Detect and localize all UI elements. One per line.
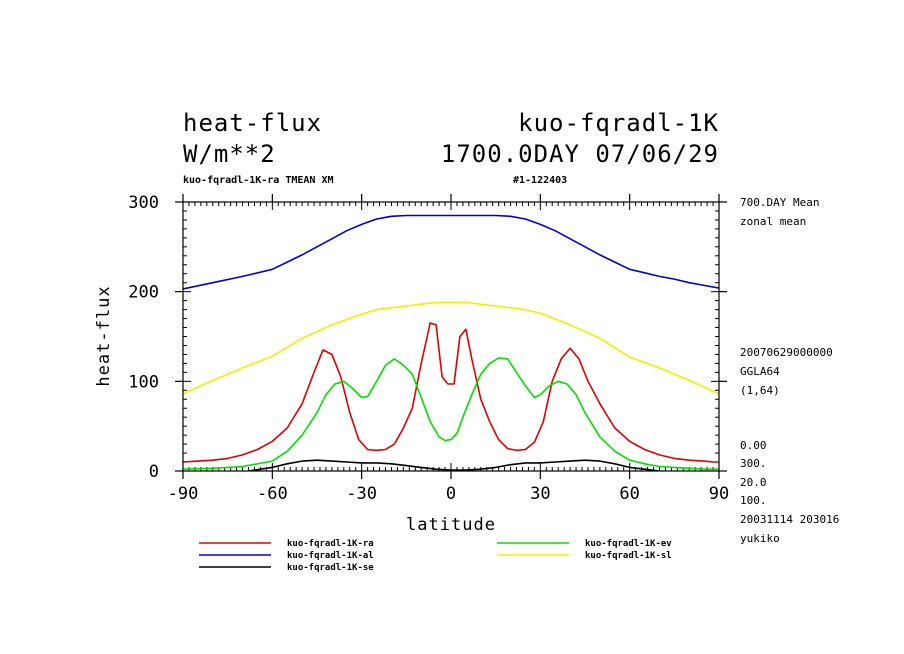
x-tick-label: 90 xyxy=(709,484,729,504)
info-timestamp: 20031114 203016 xyxy=(740,513,839,526)
x-tick-label: 0 xyxy=(446,484,456,504)
y-tick-label: 200 xyxy=(128,283,159,303)
header-right-line1: kuo-fqradl-1K xyxy=(518,109,719,137)
info-user: yukiko xyxy=(740,532,780,545)
y-tick-label: 0 xyxy=(149,462,159,482)
y-tick-label: 100 xyxy=(128,372,159,392)
header-left-line2: W/m**2 xyxy=(183,140,276,168)
info-value-1: 0.00 xyxy=(740,439,767,452)
y-axis-label: heat-flux xyxy=(94,285,114,386)
legend-label: kuo-fqradl-1K-sl xyxy=(585,551,672,561)
info-value-3: 20.0 xyxy=(740,476,767,489)
header-right-line2: 1700.0DAY 07/06/29 xyxy=(441,140,719,168)
axis-ticks xyxy=(175,194,727,479)
info-value-2: 300. xyxy=(740,457,767,470)
header-left-line1: heat-flux xyxy=(183,109,322,137)
tick-labels: -90 -60 -30 0 30 60 90 0 100 200 300 xyxy=(128,193,729,504)
y-tick-label: 300 xyxy=(128,193,159,213)
x-tick-label: 30 xyxy=(530,484,550,504)
x-tick-label: -90 xyxy=(168,484,199,504)
series-lines xyxy=(183,214,719,471)
x-tick-label: 60 xyxy=(619,484,639,504)
plot-frame xyxy=(182,201,720,472)
info-zonal: zonal mean xyxy=(740,215,806,228)
legend-label: kuo-fqradl-1K-se xyxy=(287,563,374,573)
x-tick-label: -30 xyxy=(346,484,377,504)
subtitle-left: kuo-fqradl-1K-ra TMEAN XM xyxy=(183,175,334,186)
legend-label: kuo-fqradl-1K-ev xyxy=(585,539,672,549)
info-grid: GGLA64 xyxy=(740,365,780,378)
info-mean: 700.DAY Mean xyxy=(740,196,819,209)
info-value-4: 100. xyxy=(740,494,767,507)
series-line-kuo-fqradl-1K-sl xyxy=(183,301,719,395)
subtitle-right: #1-122403 xyxy=(513,175,567,186)
x-axis-label: latitude xyxy=(406,515,496,535)
series-line-kuo-fqradl-1K-al xyxy=(183,214,719,290)
info-index: (1,64) xyxy=(740,384,780,397)
x-tick-label: -60 xyxy=(257,484,288,504)
legend-label: kuo-fqradl-1K-al xyxy=(287,551,374,561)
legend-label: kuo-fqradl-1K-ra xyxy=(287,539,374,549)
series-line-kuo-fqradl-1K-ra xyxy=(183,322,719,463)
info-datetime: 20070629000000 xyxy=(740,346,833,359)
series-line-kuo-fqradl-1K-se xyxy=(243,459,673,471)
series-line-kuo-fqradl-1K-ev xyxy=(183,357,719,471)
legend: kuo-fqradl-1K-ra kuo-fqradl-1K-al kuo-fqra… xyxy=(199,539,672,573)
